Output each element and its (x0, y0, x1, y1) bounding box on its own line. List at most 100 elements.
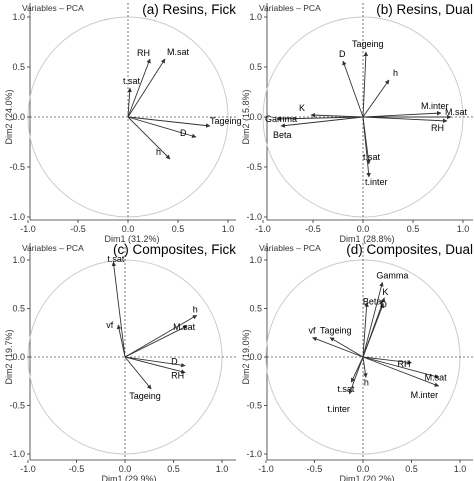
panel-title: (c) Composites, Fick (113, 242, 236, 257)
variable-label: Tageing (352, 39, 384, 49)
panel-header: Variables – PCA (259, 243, 321, 253)
pca-panel-2: -1.0 -1.0 -0.5 -0.5 0.0 0.0 0.5 0.5 1.0 1.0 Variab… (4, 242, 236, 481)
variable-label: Beta (363, 297, 382, 307)
variable-label: Tageing (320, 326, 352, 336)
x-tick-label: -0.5 (69, 464, 85, 474)
x-tick-label: -0.5 (307, 464, 323, 474)
x-tick-label: -0.5 (70, 224, 86, 234)
variable-arrow (124, 356, 186, 368)
pca-panel-1: -1.0-1.0-0.5-0.50.00.00.50.51.01.0Variab… (241, 2, 473, 244)
y-axis-label: Dim2 (19.7%) (4, 329, 14, 384)
pca-panel-3: -1.0 -1.0 -0.5 -0.5 0.0 0.0 0.5 0.5 1.0 1.0 Variab… (241, 242, 473, 481)
x-tick-label: -1.0 (20, 464, 36, 474)
variable-label: D (380, 300, 387, 310)
y-tick-label: -0.5 (9, 162, 25, 172)
x-tick-label: 0.5 (172, 224, 185, 234)
variable-label: D (339, 49, 346, 59)
y-tick-label: 0.5 (12, 304, 25, 314)
variable-arrow (276, 116, 364, 122)
panel-title: (d) Composites, Dual (346, 242, 473, 257)
variable-label: Tageing (210, 116, 242, 126)
variable-label: RH (398, 359, 411, 369)
variable-arrow (124, 325, 188, 358)
y-tick-label: 1.0 (12, 12, 25, 22)
x-tick-label: 1.0 (216, 464, 229, 474)
x-tick-label: 0.0 (122, 224, 135, 234)
variable-label: vf (309, 326, 317, 336)
x-axis-label: Dim1 (28.8%) (339, 234, 394, 244)
y-tick-label: 0.0 (12, 352, 25, 362)
variable-arrow (362, 110, 442, 118)
variable-arrow (124, 356, 152, 390)
x-tick-label: 0.5 (167, 464, 180, 474)
y-tick-label: 1.0 (249, 255, 262, 265)
x-tick-label: -1.0 (20, 224, 36, 234)
x-tick-label: 0.0 (357, 224, 370, 234)
variable-label: RH (137, 48, 150, 58)
variable-label: vf (106, 320, 114, 330)
variable-arrow (280, 116, 364, 128)
variable-arrow (362, 356, 368, 378)
variable-label: Beta (273, 130, 292, 140)
variable-label: M.sat (425, 372, 448, 382)
variable-label: D (171, 357, 178, 367)
variable-label: Gamma (376, 270, 408, 280)
variable-label: h (393, 68, 398, 78)
variable-label: Gamma (265, 114, 297, 124)
variable-label: D (180, 128, 187, 138)
variable-arrow (362, 302, 369, 358)
variable-label: M.sat (445, 107, 468, 117)
y-tick-label: 0.5 (12, 62, 25, 72)
variable-label: M.sat (173, 322, 196, 332)
variable-arrow (362, 356, 412, 365)
y-tick-label: 0.5 (249, 62, 262, 72)
variable-arrow (124, 314, 198, 358)
variable-arrow (127, 116, 197, 139)
y-tick-label: 0.0 (249, 352, 262, 362)
y-tick-label: -0.5 (246, 401, 262, 411)
variable-arrow (362, 356, 440, 379)
variable-arrow (329, 337, 364, 358)
y-axis-label: Dim2 (19.0%) (241, 329, 251, 384)
x-tick-label: 0.5 (407, 224, 420, 234)
variable-label: M.inter (421, 101, 449, 111)
variable-label: t.sat (107, 254, 125, 264)
variable-arrow (362, 281, 384, 358)
y-tick-label: 1.0 (249, 12, 262, 22)
x-tick-label: 0.0 (119, 464, 132, 474)
variable-label: t.inter (327, 404, 350, 414)
panel-title: (a) Resins, Fick (142, 2, 236, 17)
y-axis-label: Dim2 (24.0%) (4, 89, 14, 144)
variable-label: h (193, 304, 198, 314)
x-tick-label: 1.0 (457, 224, 470, 234)
y-tick-label: -1.0 (246, 212, 262, 222)
pca-panel-0: -1.0-1.0-0.5-0.50.00.00.50.51.01.0Variab… (4, 2, 242, 244)
variable-arrow (362, 356, 440, 387)
x-tick-label: 1.0 (222, 224, 235, 234)
variable-arrow (111, 261, 126, 358)
variable-arrow (127, 116, 211, 128)
variable-label: K (299, 103, 305, 113)
panel-header: Variables – PCA (259, 3, 321, 13)
x-tick-label: 1.0 (454, 464, 467, 474)
panel-title: (b) Resins, Dual (376, 2, 473, 17)
y-tick-label: 0.0 (12, 112, 25, 122)
variable-arrow (127, 87, 132, 118)
variable-label: M.sat (167, 47, 190, 57)
variable-arrow (116, 324, 126, 358)
variable-label: M.inter (411, 390, 439, 400)
variable-label: Tageing (129, 391, 161, 401)
variable-arrow (362, 303, 385, 358)
x-axis-label: Dim1 (29.9%) (101, 474, 156, 481)
y-tick-label: -1.0 (9, 212, 25, 222)
variable-arrow (362, 79, 390, 118)
y-tick-label: -0.5 (246, 162, 262, 172)
variable-arrow (348, 356, 364, 395)
x-tick-label: 0.0 (357, 464, 370, 474)
x-tick-label: 0.5 (405, 464, 418, 474)
y-axis-label: Dim2 (15.8%) (241, 89, 251, 144)
panel-header: Variables – PCA (22, 3, 84, 13)
x-axis-label: Dim1 (20.2%) (339, 474, 394, 481)
variable-label: K (382, 287, 388, 297)
